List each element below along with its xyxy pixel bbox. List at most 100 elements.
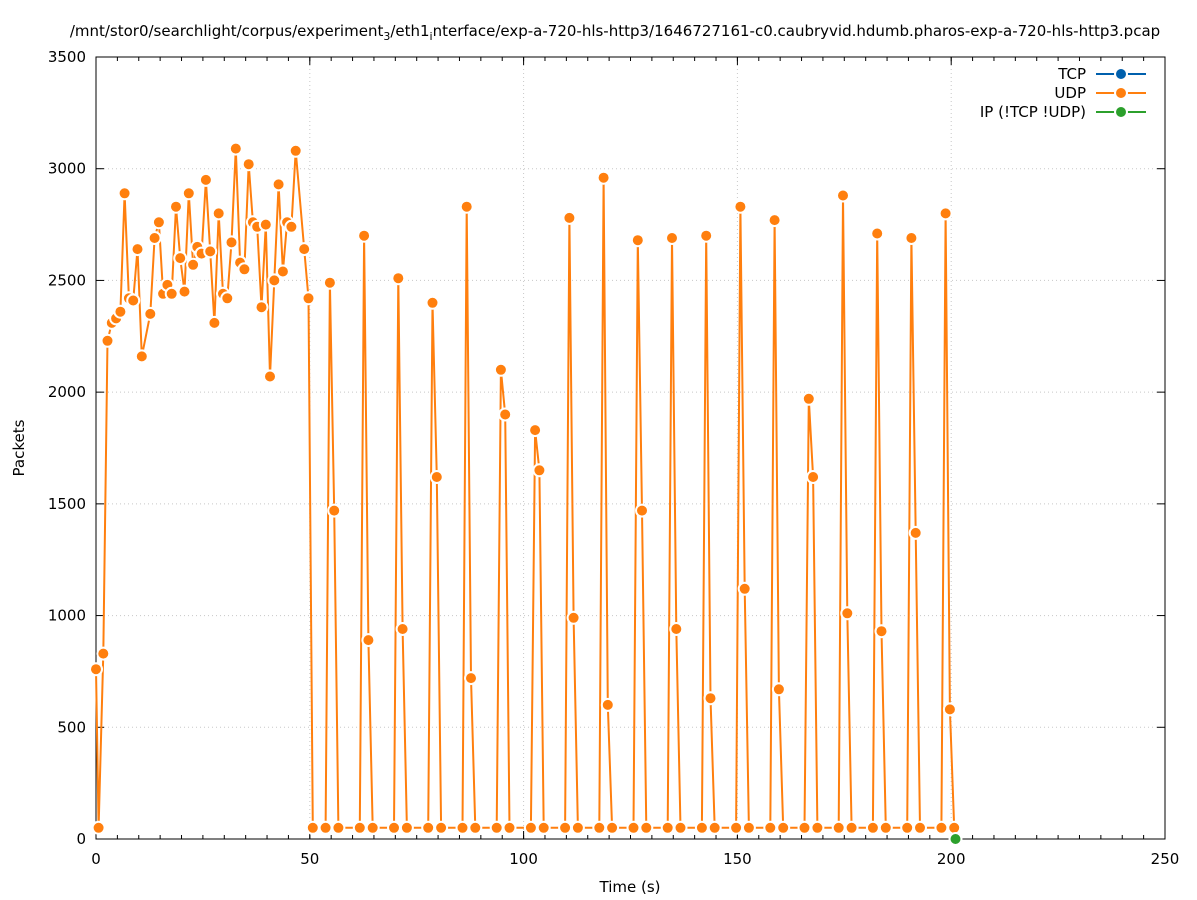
series-1 [89, 141, 962, 835]
data-point [224, 235, 239, 250]
data-point [502, 820, 517, 835]
data-point [938, 206, 953, 221]
data-point [763, 820, 778, 835]
data-point [767, 213, 782, 228]
data-point [840, 606, 855, 621]
data-point [395, 622, 410, 636]
data-point [164, 286, 179, 301]
data-point [322, 275, 337, 290]
y-tick-label: 0 [76, 830, 86, 848]
data-point [771, 682, 786, 697]
data-point [699, 228, 714, 243]
y-tick-label: 3500 [48, 48, 86, 66]
chart-title-end: nterface/exp-a-720-hls-http3/1646727161-… [433, 22, 1161, 40]
data-point [459, 199, 474, 214]
data-point [425, 295, 440, 310]
data-point [733, 199, 748, 214]
x-tick-labels: 0 50 100 150 200 250 [91, 850, 1179, 868]
data-point [729, 820, 744, 835]
series-line [95, 147, 956, 829]
data-point [186, 257, 201, 272]
data-point [464, 671, 478, 686]
data-point [558, 820, 573, 835]
data-point [801, 391, 816, 406]
x-tick-label: 250 [1151, 850, 1180, 868]
y-tick-label: 2500 [48, 271, 86, 289]
data-point [455, 820, 470, 835]
data-point [203, 244, 218, 259]
data-point [301, 291, 316, 306]
data-point [181, 186, 196, 201]
data-point [387, 820, 401, 835]
data-point [271, 177, 286, 192]
data-point [177, 284, 192, 299]
data-point [305, 820, 320, 835]
data-point [665, 231, 679, 245]
data-point [878, 820, 893, 835]
data-point [797, 820, 812, 835]
data-point [865, 820, 880, 835]
chart-title-sub: 3 [383, 30, 390, 43]
data-point [630, 233, 645, 248]
data-point [361, 633, 376, 648]
x-axis-label: Time (s) [599, 878, 661, 896]
y-tick-label: 500 [57, 718, 86, 736]
data-point [130, 242, 145, 257]
data-point [284, 219, 299, 234]
data-point [810, 820, 825, 835]
data-point [143, 306, 158, 321]
data-point [694, 820, 709, 835]
data-point [237, 262, 252, 277]
x-tick-label: 100 [509, 850, 538, 868]
data-point [263, 369, 277, 384]
data-point [267, 273, 282, 288]
data-point [831, 820, 846, 835]
x-tick-label: 200 [937, 850, 966, 868]
data-point [523, 820, 538, 835]
data-point [318, 820, 333, 835]
x-tick-label: 50 [300, 850, 319, 868]
data-point [596, 170, 611, 185]
data-point [151, 215, 166, 230]
data-point [669, 622, 684, 636]
series-2 [948, 832, 963, 846]
data-point [498, 407, 513, 422]
data-point [904, 231, 919, 245]
data-point [844, 820, 859, 835]
data-point [673, 820, 688, 835]
data-point [228, 141, 243, 156]
data-point [288, 143, 303, 158]
data-point [429, 470, 444, 484]
legend-marker [1114, 67, 1128, 81]
data-point [737, 581, 752, 596]
axis-ticks [95, 56, 1166, 840]
data-point [100, 333, 115, 348]
data-point [365, 820, 380, 835]
data-point [211, 206, 226, 221]
series-layer [89, 141, 963, 846]
chart-title-main: /mnt/stor0/searchlight/corpus/experiment [70, 22, 384, 40]
data-point [493, 362, 508, 377]
data-point [741, 820, 756, 835]
data-point [605, 820, 620, 835]
data-point [147, 231, 162, 245]
data-point [908, 525, 923, 540]
data-point [173, 251, 188, 266]
data-point [331, 820, 346, 835]
grid [96, 57, 1165, 839]
x-tick-label: 150 [723, 850, 752, 868]
plot-frame [95, 56, 1166, 840]
data-point [532, 463, 547, 478]
legend-label: UDP [1054, 84, 1086, 102]
data-point [275, 264, 290, 279]
data-point [357, 228, 372, 243]
data-point [626, 820, 641, 835]
data-point [89, 662, 103, 677]
data-point [660, 820, 675, 835]
data-point [776, 820, 791, 835]
data-point [566, 610, 581, 625]
data-point [117, 186, 132, 201]
data-point [399, 820, 414, 835]
data-point [207, 315, 222, 330]
